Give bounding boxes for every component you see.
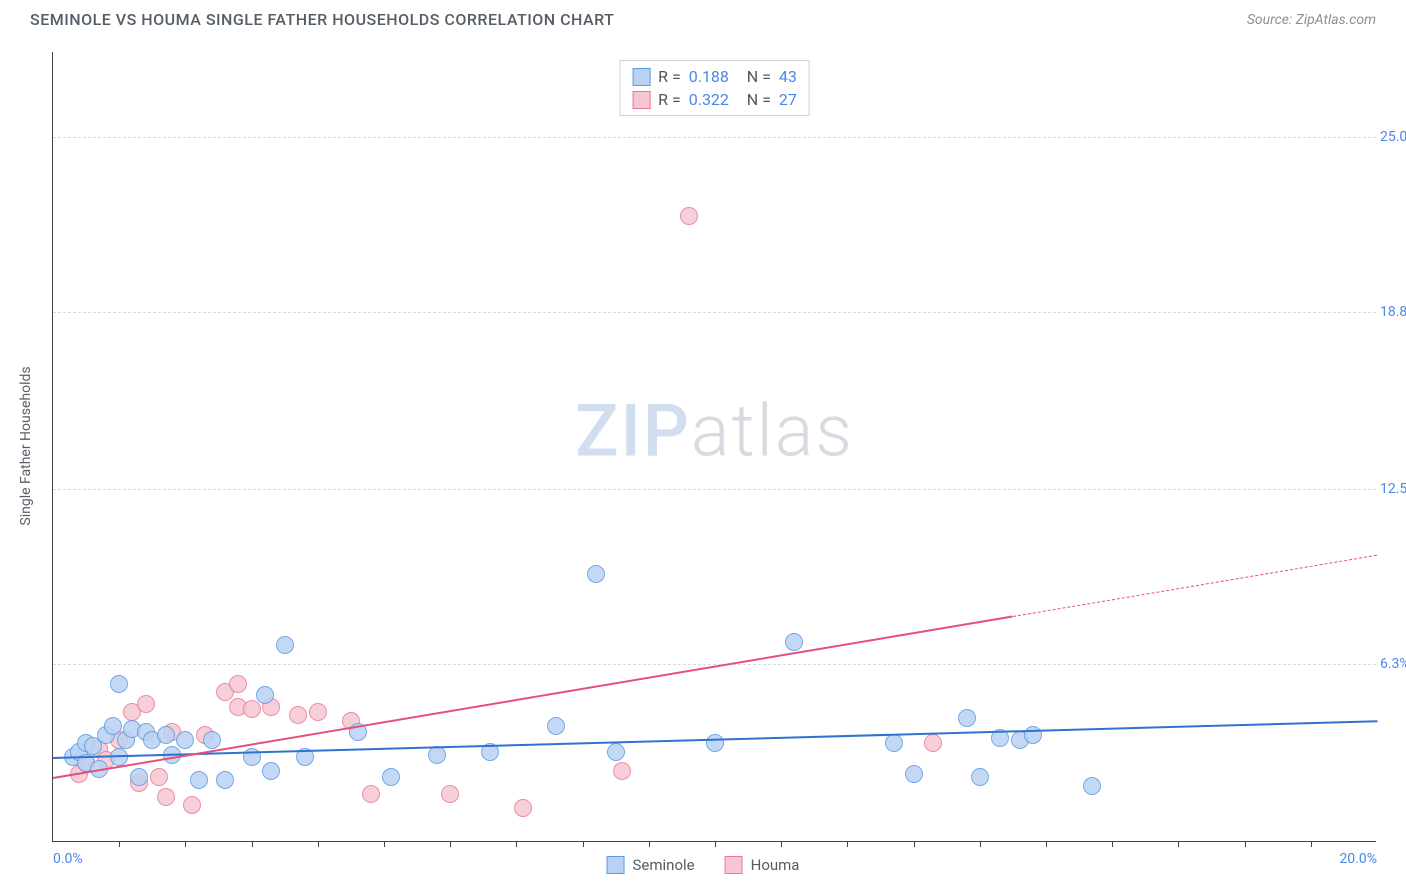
- x-tick: [384, 841, 385, 847]
- grid-line: [53, 137, 1376, 138]
- legend-swatch: [607, 856, 625, 874]
- stat-r-value: 0.188: [689, 67, 739, 86]
- x-tick: [516, 841, 517, 847]
- x-tick: [450, 841, 451, 847]
- stat-r-label: R =: [658, 90, 681, 109]
- x-tick: [847, 841, 848, 847]
- trend-line-houma-dashed: [1013, 554, 1377, 616]
- chart-title: SEMINOLE VS HOUMA SINGLE FATHER HOUSEHOL…: [30, 10, 614, 29]
- y-tick-label: 18.8%: [1380, 304, 1406, 320]
- chart-plot-area: ZIPatlas R =0.188N =43R =0.322N =27 6.3%…: [52, 52, 1376, 842]
- stats-box: R = 0.188 N = 43 R = 0.322 N = 27: [619, 60, 810, 116]
- legend-item: Houma: [725, 856, 800, 874]
- scatter-point-seminole: [706, 734, 724, 752]
- scatter-point-houma: [289, 706, 307, 724]
- source-label: Source: ZipAtlas.com: [1247, 12, 1376, 28]
- scatter-point-seminole: [382, 768, 400, 786]
- scatter-point-seminole: [785, 633, 803, 651]
- scatter-point-seminole: [256, 686, 274, 704]
- grid-line: [53, 312, 1376, 313]
- y-tick-label: 25.0%: [1380, 129, 1406, 145]
- scatter-point-seminole: [1083, 777, 1101, 795]
- stat-n-label: N =: [747, 90, 771, 109]
- scatter-point-seminole: [130, 768, 148, 786]
- legend-swatch: [632, 68, 650, 86]
- x-tick: [914, 841, 915, 847]
- x-tick: [781, 841, 782, 847]
- legend-label: Houma: [751, 856, 800, 874]
- grid-line: [53, 489, 1376, 490]
- stat-r-label: R =: [658, 67, 681, 86]
- scatter-point-seminole: [110, 675, 128, 693]
- scatter-point-seminole: [157, 726, 175, 744]
- scatter-point-seminole: [587, 565, 605, 583]
- stat-n-value: 43: [779, 67, 797, 86]
- y-tick-label: 6.3%: [1380, 656, 1406, 672]
- legend-swatch: [632, 91, 650, 109]
- scatter-point-houma: [157, 788, 175, 806]
- scatter-point-seminole: [104, 717, 122, 735]
- scatter-point-seminole: [607, 743, 625, 761]
- y-axis-title: Single Father Households: [18, 366, 34, 525]
- x-tick: [583, 841, 584, 847]
- x-tick: [649, 841, 650, 847]
- stat-r-value: 0.322: [689, 90, 739, 109]
- x-tick: [1178, 841, 1179, 847]
- scatter-point-houma: [137, 695, 155, 713]
- scatter-point-houma: [150, 768, 168, 786]
- scatter-point-seminole: [905, 765, 923, 783]
- scatter-point-houma: [924, 734, 942, 752]
- legend-item: Seminole: [607, 856, 695, 874]
- scatter-point-seminole: [203, 731, 221, 749]
- x-tick: [715, 841, 716, 847]
- scatter-point-seminole: [971, 768, 989, 786]
- scatter-point-houma: [362, 785, 380, 803]
- scatter-point-houma: [613, 762, 631, 780]
- scatter-point-houma: [243, 700, 261, 718]
- stat-n-label: N =: [747, 67, 771, 86]
- x-tick: [980, 841, 981, 847]
- scatter-point-houma: [183, 796, 201, 814]
- scatter-point-seminole: [176, 731, 194, 749]
- y-tick-label: 12.5%: [1380, 481, 1406, 497]
- trend-line-houma: [53, 616, 1013, 780]
- stat-row: R = 0.322 N = 27: [632, 88, 797, 111]
- scatter-point-seminole: [276, 636, 294, 654]
- x-tick: [318, 841, 319, 847]
- legend-label: Seminole: [633, 856, 695, 874]
- legend-swatch: [725, 856, 743, 874]
- x-tick: [1311, 841, 1312, 847]
- scatter-point-houma: [514, 799, 532, 817]
- x-tick: [1245, 841, 1246, 847]
- watermark: ZIPatlas: [575, 388, 854, 473]
- scatter-point-seminole: [262, 762, 280, 780]
- x-tick: [252, 841, 253, 847]
- scatter-point-seminole: [885, 734, 903, 752]
- stat-row: R = 0.188 N = 43: [632, 65, 797, 88]
- x-tick: [1112, 841, 1113, 847]
- scatter-point-houma: [441, 785, 459, 803]
- scatter-point-seminole: [190, 771, 208, 789]
- scatter-point-seminole: [958, 709, 976, 727]
- scatter-point-seminole: [1024, 726, 1042, 744]
- scatter-point-houma: [229, 675, 247, 693]
- x-tick: [185, 841, 186, 847]
- x-tick-label: 0.0%: [53, 851, 83, 867]
- scatter-point-seminole: [547, 717, 565, 735]
- scatter-point-houma: [680, 207, 698, 225]
- legend: Seminole Houma: [607, 856, 800, 874]
- x-tick: [1046, 841, 1047, 847]
- x-tick-label: 20.0%: [1339, 851, 1377, 867]
- scatter-point-houma: [309, 703, 327, 721]
- x-tick: [119, 841, 120, 847]
- scatter-point-seminole: [216, 771, 234, 789]
- stat-n-value: 27: [779, 90, 797, 109]
